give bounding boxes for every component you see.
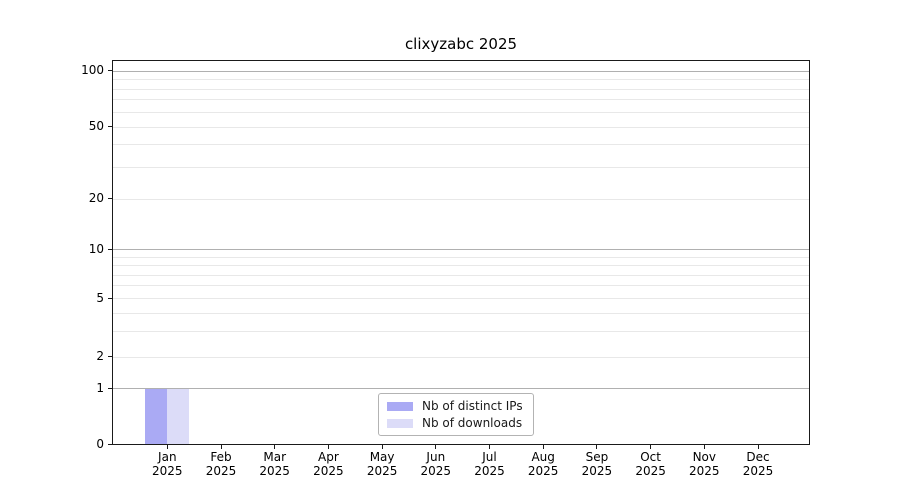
y-tick-label: 1 (96, 380, 104, 395)
y-tick-label: 0 (96, 437, 104, 451)
x-tick-mark (381, 444, 383, 449)
legend: Nb of distinct IPs Nb of downloads (378, 393, 534, 436)
y-tick-mark (107, 297, 112, 299)
gridline-minor (113, 198, 809, 200)
y-tick-mark (107, 70, 112, 71)
bar-downloads (167, 389, 190, 445)
gridline-minor (113, 79, 809, 80)
x-tick-mark (489, 444, 490, 449)
x-tick-mark (327, 444, 329, 449)
gridline-minor (113, 312, 809, 314)
y-tick-label: 20 (88, 191, 104, 205)
y-tick-mark (107, 198, 112, 199)
x-tick-mark (274, 444, 276, 449)
x-tick-mark (650, 444, 652, 449)
x-tick-label: Nov 2025 (689, 449, 720, 479)
legend-label: Nb of distinct IPs (422, 399, 523, 413)
y-tick-label: 10 (88, 241, 104, 256)
gridline-major (113, 70, 809, 72)
bar-distinct-ips (145, 389, 168, 445)
gridline-minor (113, 356, 809, 358)
gridline-minor (113, 111, 809, 113)
x-tick-label: Jul 2025 (474, 449, 505, 479)
y-tick-mark (107, 356, 112, 357)
x-tick-label: May 2025 (366, 449, 398, 479)
x-tick-mark (220, 444, 222, 449)
y-tick-mark (107, 387, 112, 389)
x-tick-label: Apr 2025 (313, 449, 344, 479)
y-tick-label: 5 (96, 290, 104, 305)
gridline-major (113, 388, 809, 390)
y-tick-label: 2 (96, 349, 104, 363)
gridline-minor (113, 88, 809, 90)
gridline-minor (113, 330, 809, 332)
x-tick-label: Mar 2025 (259, 449, 290, 479)
x-tick-label: Jun 2025 (420, 449, 452, 479)
gridline-minor (113, 256, 809, 258)
x-tick-mark (596, 444, 598, 449)
legend-row: Nb of downloads (387, 416, 523, 430)
gridline-major (113, 249, 809, 251)
gridline-minor (113, 144, 809, 146)
x-tick-mark (757, 444, 759, 449)
legend-label: Nb of downloads (422, 416, 523, 430)
y-tick-label: 50 (88, 119, 104, 134)
y-tick-mark (107, 444, 112, 445)
chart-title: clixyzabc 2025 (404, 35, 518, 53)
x-tick-label: Sep 2025 (581, 449, 613, 479)
x-tick-label: Dec 2025 (742, 449, 774, 479)
x-tick-label: Jan 2025 (152, 449, 183, 479)
x-tick-mark (703, 444, 705, 449)
gridline-minor (113, 99, 809, 101)
x-tick-mark (166, 444, 168, 449)
legend-swatch (387, 401, 413, 411)
x-tick-label: Feb 2025 (205, 449, 237, 479)
y-tick-mark (107, 126, 112, 128)
x-tick-label: Oct 2025 (635, 449, 666, 479)
x-tick-label: Aug 2025 (527, 449, 559, 479)
gridline-minor (113, 166, 809, 168)
x-tick-mark (435, 444, 437, 449)
legend-swatch (387, 418, 413, 428)
gridline-minor (113, 285, 809, 287)
y-tick-mark (107, 248, 112, 250)
gridline-minor (113, 126, 809, 128)
legend-row: Nb of distinct IPs (387, 399, 523, 413)
plot-area: Nb of distinct IPs Nb of downloads (112, 60, 810, 445)
x-tick-mark (542, 444, 544, 449)
gridline-minor (113, 274, 809, 276)
gridline-minor (113, 298, 809, 300)
y-tick-label: 100 (81, 63, 104, 77)
gridline-minor (113, 265, 809, 267)
